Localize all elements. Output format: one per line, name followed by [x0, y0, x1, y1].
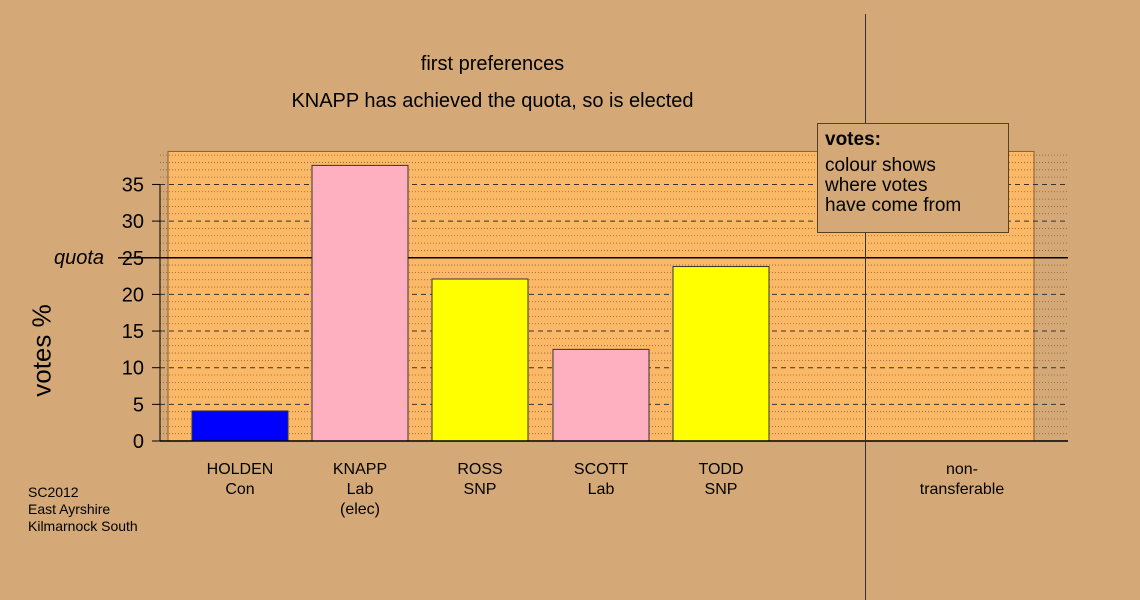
candidate-name: ROSS: [457, 461, 503, 478]
chart-title: first preferences: [420, 53, 565, 75]
legend-box: votes: colour shows where votes have com…: [817, 123, 1009, 233]
y-tick-label: 25: [122, 248, 144, 270]
candidate-party: Con: [225, 481, 255, 498]
quota-label: quota: [54, 247, 105, 269]
y-tick-label: 0: [133, 431, 144, 453]
nontransferable-line1: non-: [945, 461, 979, 478]
candidate-label-knapp: KNAPP Lab (elec): [300, 460, 420, 520]
nontransferable-divider: [865, 14, 866, 600]
bar-ross: [431, 278, 529, 442]
candidate-name: HOLDEN: [206, 461, 274, 478]
candidate-label-holden: HOLDEN Con: [180, 460, 300, 500]
candidate-party: SNP: [463, 481, 497, 498]
y-tick-label: 15: [122, 321, 144, 343]
bar-holden: [191, 410, 289, 442]
bar-todd: [672, 266, 770, 442]
candidate-name: SCOTT: [573, 461, 629, 478]
y-tick-label: 20: [122, 284, 144, 306]
candidate-name: KNAPP: [332, 461, 388, 478]
y-tick-label: 5: [133, 394, 144, 416]
legend-line: colour shows: [825, 155, 936, 176]
legend-line: where votes: [825, 175, 928, 196]
candidate-label-scott: SCOTT Lab: [541, 460, 661, 500]
candidate-party: Lab: [346, 481, 374, 498]
candidate-party: SNP: [704, 481, 738, 498]
legend-line: have come from: [825, 195, 962, 216]
legend-title: votes:: [825, 129, 881, 150]
ward-name: Kilmarnock South: [28, 518, 138, 534]
candidate-note: (elec): [339, 501, 380, 518]
election-code: SC2012: [28, 484, 79, 500]
y-tick-label: 35: [122, 174, 144, 196]
council-name: East Ayrshire: [28, 501, 111, 517]
election-info: SC2012 East Ayrshire Kilmarnock South: [28, 484, 138, 535]
chart-subtitle: KNAPP has achieved the quota, so is elec…: [291, 90, 694, 112]
candidate-label-ross: ROSS SNP: [420, 460, 540, 500]
nontransferable-line2: transferable: [919, 481, 1005, 498]
bar-knapp: [311, 164, 409, 442]
y-tick-label: 30: [122, 211, 144, 233]
candidate-party: Lab: [587, 481, 615, 498]
candidate-label-todd: TODD SNP: [661, 460, 781, 500]
candidate-name: TODD: [698, 461, 744, 478]
nontransferable-label: non- transferable: [902, 460, 1022, 500]
bar-scott: [552, 348, 650, 442]
y-axis-label: votes %: [26, 304, 57, 397]
y-tick-label: 10: [122, 358, 144, 380]
